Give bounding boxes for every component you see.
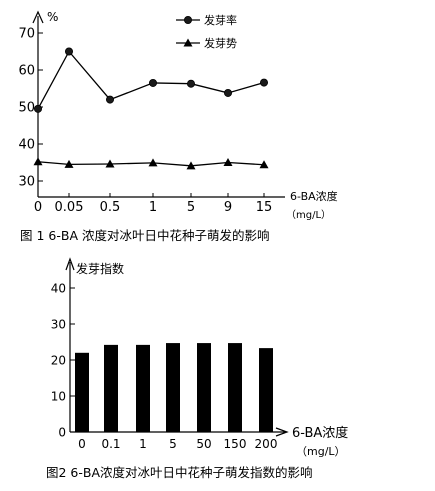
chart2-bar (136, 344, 150, 432)
chart2-y-axis-arrow (65, 257, 75, 271)
chart1-point-0 (186, 79, 195, 88)
chart1-y-label: % (47, 10, 58, 24)
chart2-x-tick-label: 150 (224, 437, 247, 451)
chart2-x-tick-label: 5 (169, 437, 177, 451)
chart1-point-1 (148, 158, 158, 167)
chart1-point-1 (33, 157, 43, 166)
chart2-title: 图2 6-BA浓度对冰叶日中花种子萌发指数的影响 (46, 465, 313, 480)
chart1-x-axis-label: 6-BA浓度 (290, 189, 338, 203)
chart2-y-tick-label: 0 (58, 426, 66, 440)
chart1-point-0 (223, 88, 232, 97)
chart2-y-tick-label: 40 (51, 282, 66, 296)
chart2-bar (197, 343, 211, 432)
chart2-y-tick-label: 30 (51, 318, 66, 332)
chart1-legend-marker-0 (183, 15, 192, 24)
chart2-bar (104, 344, 118, 432)
chart1-x-tick-label: 15 (256, 200, 273, 215)
chart2-x-tick-label: 0 (78, 437, 86, 451)
chart1-x-unit-label: （mg/L） (286, 209, 331, 221)
chart2-bar (259, 348, 273, 432)
chart1-y-tick-label: 50 (18, 101, 35, 116)
chart2-x-axis-label: 6-BA浓度 (292, 425, 348, 441)
chart1-point-0 (259, 78, 268, 87)
chart1-point-0 (34, 104, 43, 113)
chart1-x-tick-label: 1 (149, 200, 157, 215)
chart1-legend-label-0: 发芽率 (204, 13, 237, 27)
chart1-point-1 (105, 159, 115, 168)
chart1-x-tick-label: 0 (34, 200, 42, 215)
chart1-title: 图 1 6-BA 浓度对冰叶日中花种子萌发的影响 (20, 228, 269, 243)
chart1-y-tick-label: 60 (18, 64, 35, 79)
chart1-legend-marker-1 (183, 38, 193, 47)
chart2-bar (228, 343, 242, 432)
chart1-y-tick-label: 30 (18, 175, 35, 190)
chart1-x-tick-label: 0.5 (100, 200, 121, 215)
chart1-point-0 (65, 47, 74, 56)
chart2-bar (75, 352, 89, 432)
chart1-point-1 (223, 158, 233, 166)
chart2-y-label: 发芽指数 (76, 261, 124, 276)
chart1-point-1 (64, 159, 74, 168)
chart2-y-tick-label: 10 (51, 390, 66, 404)
chart2-x-axis-arrow (275, 427, 289, 437)
chart1-x-tick-label: 5 (187, 200, 195, 215)
chart2-bar (166, 343, 180, 432)
chart1-x-tick-label: 9 (224, 200, 232, 215)
chart2-x-tick-label: 1 (139, 437, 147, 451)
chart1-y-axis-arrow (32, 10, 44, 24)
chart1-legend-label-1: 发芽势 (204, 36, 237, 50)
chart2-x-tick-label: 50 (196, 437, 211, 451)
chart2-x-tick-label: 200 (255, 437, 278, 451)
chart1-point-1 (186, 161, 196, 170)
chart2-x-unit-label: （mg/L） (296, 445, 346, 458)
chart2-x-tick-label: 0.1 (101, 437, 120, 451)
chart1-point-0 (148, 78, 157, 87)
chart1-y-tick-label: 70 (18, 27, 35, 42)
chart2-y-tick-label: 20 (51, 354, 66, 368)
chart1-point-1 (259, 160, 269, 169)
chart1-y-tick-label: 40 (18, 138, 35, 153)
chart1-point-0 (106, 95, 115, 104)
chart1-x-tick-label: 0.05 (55, 200, 84, 215)
